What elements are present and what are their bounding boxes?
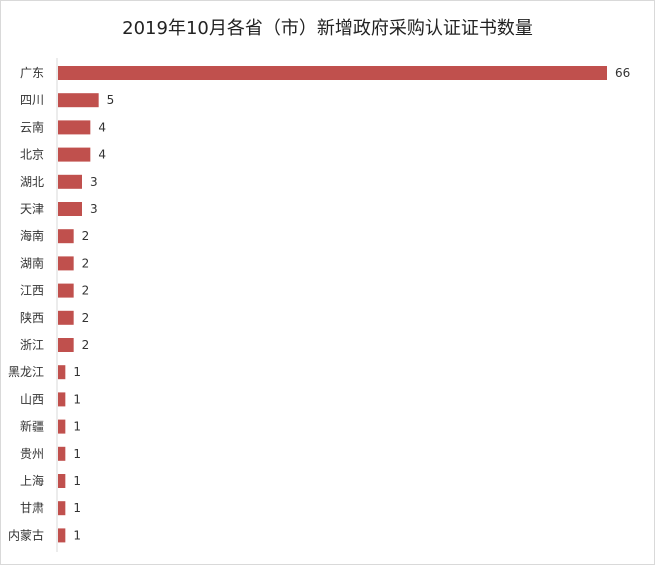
bar — [58, 474, 66, 488]
data-label: 1 — [73, 420, 81, 434]
category-label: 湖北 — [20, 174, 44, 189]
bar — [58, 419, 66, 434]
category-label: 贵州 — [20, 447, 44, 461]
data-label: 2 — [82, 256, 90, 270]
category-label: 湖南 — [20, 255, 44, 270]
category-label: 新疆 — [20, 419, 44, 434]
data-label: 1 — [73, 392, 81, 406]
data-label: 1 — [73, 474, 81, 488]
category-label: 天津 — [20, 202, 44, 216]
bar — [58, 66, 607, 80]
data-label: 2 — [82, 311, 90, 325]
category-label: 甘肃 — [20, 501, 44, 515]
data-label: 1 — [73, 501, 81, 515]
category-label: 黑龙江 — [8, 365, 44, 379]
category-label: 上海 — [20, 473, 44, 488]
category-label: 江西 — [20, 284, 44, 298]
data-label: 2 — [82, 284, 90, 298]
category-label: 内蒙古 — [8, 527, 44, 542]
category-label: 海南 — [20, 228, 44, 243]
bar — [58, 174, 82, 189]
data-label: 1 — [73, 528, 81, 542]
category-label: 北京 — [20, 148, 44, 162]
bar — [58, 147, 91, 162]
chart-title: 2019年10月各省（市）新增政府采购认证证书数量 — [122, 18, 533, 39]
bar — [58, 528, 66, 543]
bar — [58, 120, 91, 135]
category-label: 四川 — [20, 93, 44, 107]
data-label: 2 — [82, 338, 90, 352]
bar — [58, 446, 66, 461]
data-label: 2 — [82, 229, 90, 243]
category-label: 云南 — [20, 119, 44, 134]
bar — [58, 338, 74, 352]
data-label: 66 — [615, 66, 630, 80]
category-label: 陕西 — [20, 310, 44, 325]
bar — [58, 202, 82, 216]
bar — [58, 310, 74, 325]
bar — [58, 93, 99, 108]
bar — [58, 392, 66, 407]
bar — [58, 256, 74, 271]
data-label: 1 — [73, 447, 81, 461]
data-label: 3 — [90, 202, 98, 216]
bar — [58, 501, 66, 516]
bar — [58, 365, 66, 380]
category-label: 广东 — [20, 66, 44, 80]
category-label: 浙江 — [20, 338, 44, 352]
data-label: 5 — [107, 93, 115, 107]
bar — [58, 229, 74, 244]
category-label: 山西 — [20, 392, 44, 406]
data-label: 1 — [73, 365, 81, 379]
data-label: 3 — [90, 175, 98, 189]
data-label: 4 — [98, 148, 106, 162]
data-label: 4 — [98, 120, 106, 134]
bar — [58, 283, 74, 298]
